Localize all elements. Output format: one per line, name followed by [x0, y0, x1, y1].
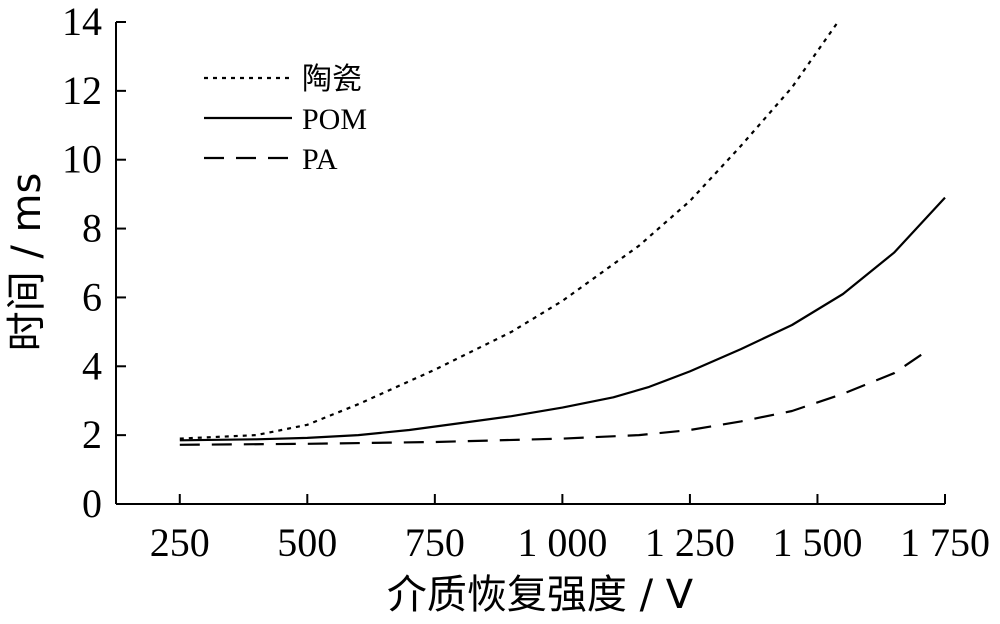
chart-axes: 0 2 4 6 8 10 12 14 250 500 750 1 000 1 250 1 500 1 750 [62, 0, 990, 565]
legend-label: 陶瓷 [302, 63, 362, 96]
y-tick-label: 10 [62, 137, 102, 182]
series-line-dotted [179, 21, 839, 440]
x-tick-label: 250 [150, 520, 210, 565]
series-line-solid [179, 196, 946, 442]
y-tick-label: 8 [82, 206, 102, 251]
x-tick-label: 1 750 [900, 520, 990, 565]
y-tick-label: 0 [82, 481, 102, 526]
x-tick-label: 1 500 [772, 520, 862, 565]
chart-series [179, 21, 946, 446]
x-tick-label: 500 [277, 520, 337, 565]
legend-label: POM [302, 103, 367, 136]
y-tick-label: 2 [82, 412, 102, 457]
x-tick-label: 1 000 [517, 520, 607, 565]
x-tick-label: 1 250 [645, 520, 735, 565]
y-tick-label: 12 [62, 68, 102, 113]
y-tick-label: 4 [82, 343, 102, 388]
y-tick-label: 6 [82, 274, 102, 319]
series-line-dashed [179, 348, 931, 446]
x-tick-label: 750 [405, 520, 465, 565]
x-axis-title: 介质恢复强度 / V [387, 572, 694, 618]
chart-legend: 陶瓷 POM PA [204, 63, 367, 176]
y-axis-title: 时间 / ms [4, 173, 50, 352]
legend-label: PA [302, 143, 338, 176]
y-tick-label: 14 [62, 0, 102, 44]
